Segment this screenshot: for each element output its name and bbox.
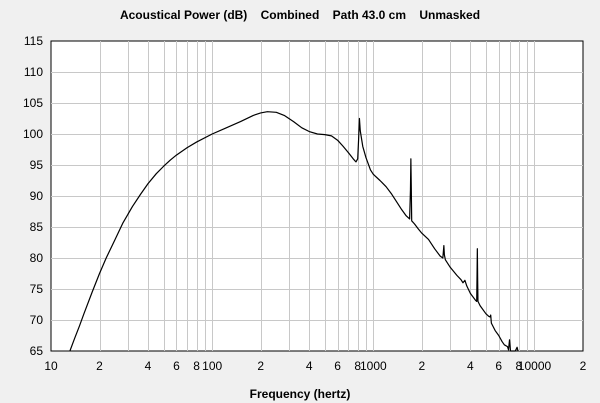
x-tick-label: 4: [467, 359, 474, 373]
x-tick-label: 2: [96, 359, 103, 373]
x-tick-label: 4: [145, 359, 152, 373]
x-axis-label: Frequency (hertz): [250, 387, 351, 401]
y-tick-label: 105: [23, 96, 43, 110]
y-tick-label: 85: [30, 220, 44, 234]
series-layer: [69, 111, 519, 352]
x-tick-label: 10000: [518, 359, 552, 373]
y-axis-tick-labels: 65 70 75 80 85 90 95 100 105 110 115: [23, 34, 43, 358]
y-tick-label: 80: [30, 251, 44, 265]
x-tick-label: 6: [173, 359, 180, 373]
y-tick-label: 100: [23, 127, 43, 141]
x-tick-label: 2: [257, 359, 264, 373]
chart-title: Acoustical Power (dB) Combined Path 43.0…: [120, 8, 480, 22]
y-tick-label: 70: [30, 313, 44, 327]
x-tick-label: 2: [580, 359, 587, 373]
x-tick-label: 4: [306, 359, 313, 373]
y-tick-label: 65: [30, 344, 44, 358]
x-tick-label: 6: [334, 359, 341, 373]
x-tick-label: 1000: [360, 359, 387, 373]
y-tick-label: 90: [30, 189, 44, 203]
x-tick-label: 2: [418, 359, 425, 373]
grid-lines: [51, 41, 583, 351]
x-tick-label: 10: [44, 359, 58, 373]
x-tick-label: 6: [495, 359, 502, 373]
y-tick-label: 95: [30, 158, 44, 172]
x-tick-label: 8: [193, 359, 200, 373]
y-tick-label: 115: [24, 34, 43, 48]
x-tick-label: 100: [202, 359, 222, 373]
y-tick-label: 110: [24, 65, 43, 79]
x-tick-label: 8: [516, 359, 523, 373]
power-response-line: [69, 111, 519, 352]
y-tick-label: 75: [30, 282, 44, 296]
x-tick-label: 8: [354, 359, 361, 373]
